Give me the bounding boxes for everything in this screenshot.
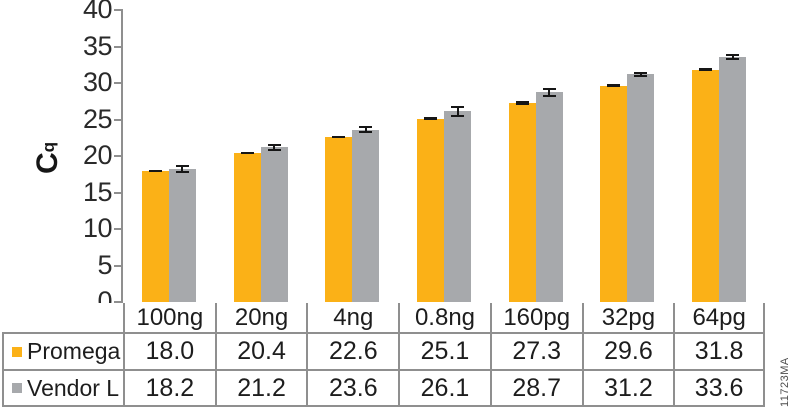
y-tick-mark-15 — [114, 191, 121, 194]
y-tick-label-5: 5 — [97, 249, 112, 280]
data-table: 100ng 20ng 4ng 0.8ng 160pg 32pg 64pg Promega 18.… — [2, 303, 765, 407]
column-header-0.8ng: 0.8ng — [398, 303, 490, 332]
value-cell-vendor-l-20ng: 21.2 — [214, 369, 307, 407]
bar-promega-100ng — [141, 170, 169, 302]
y-tick-mark-20 — [114, 155, 121, 157]
error-bar-promega-20ng — [240, 151, 254, 155]
bar-promega-32pg — [600, 85, 628, 302]
error-bar-vendor-l-0.8ng — [451, 106, 464, 117]
error-bar-promega-32pg — [607, 84, 621, 88]
y-tick-mark-40 — [114, 9, 121, 11]
value-cell-promega-0.8ng: 25.1 — [398, 332, 490, 369]
bar-vendor-l-100ng — [168, 169, 196, 302]
bar-vendor-l-64pg — [719, 56, 747, 302]
value-cell-promega-160pg: 27.3 — [489, 332, 582, 369]
value-cell-promega-4ng: 22.6 — [306, 332, 399, 369]
column-header-32pg: 32pg — [581, 303, 674, 332]
bar-vendor-l-32pg — [627, 74, 655, 302]
series-name: Promega — [27, 338, 121, 364]
bar-promega-0.8ng — [417, 118, 444, 302]
error-bar-promega-64pg — [699, 68, 713, 72]
column-header-160pg: 160pg — [489, 303, 582, 332]
bar-vendor-l-0.8ng — [444, 111, 471, 302]
bar-promega-20ng — [233, 153, 261, 302]
value-cell-vendor-l-32pg: 31.2 — [581, 369, 674, 407]
value-cell-vendor-l-100ng: 18.2 — [123, 369, 215, 407]
value-cell-promega-100ng: 18.0 — [123, 332, 215, 369]
y-tick-mark-35 — [114, 45, 121, 48]
column-header-64pg: 64pg — [673, 303, 765, 332]
y-axis-line — [121, 9, 123, 304]
figure-id-label: 11723MA — [779, 357, 791, 407]
legend-swatch-vendor-l — [12, 383, 22, 393]
column-header-20ng: 20ng — [214, 303, 307, 332]
y-tick-mark-30 — [114, 82, 121, 84]
error-bar-promega-100ng — [148, 169, 162, 172]
y-tick-label-35: 35 — [82, 30, 113, 61]
column-header-100ng: 100ng — [123, 303, 215, 332]
value-cell-promega-64pg: 31.8 — [673, 332, 765, 369]
value-cell-vendor-l-4ng: 23.6 — [306, 369, 399, 407]
y-tick-label-15: 15 — [82, 176, 113, 207]
bar-promega-160pg — [508, 102, 536, 302]
error-bar-vendor-l-32pg — [634, 71, 648, 77]
y-tick-label-20: 20 — [82, 139, 113, 170]
y-tick-mark-5 — [114, 264, 121, 267]
bar-promega-4ng — [325, 137, 353, 302]
error-bar-promega-0.8ng — [424, 117, 437, 121]
value-cell-vendor-l-160pg: 28.7 — [489, 369, 582, 407]
value-cell-vendor-l-0.8ng: 26.1 — [398, 369, 490, 407]
error-bar-vendor-l-4ng — [359, 126, 373, 134]
error-bar-vendor-l-20ng — [267, 143, 281, 151]
series-name: Vendor L — [27, 374, 120, 401]
legend-swatch-promega — [12, 346, 22, 357]
y-tick-label-10: 10 — [82, 212, 113, 243]
column-header-4ng: 4ng — [306, 303, 399, 332]
error-bar-vendor-l-160pg — [542, 88, 556, 97]
y-tick-mark-25 — [114, 118, 121, 121]
bar-vendor-l-160pg — [535, 92, 563, 302]
bar-vendor-l-4ng — [352, 129, 380, 302]
y-tick-label-40: 40 — [82, 0, 113, 24]
legend-label-vendor-l: Vendor L — [2, 369, 123, 407]
table-corner-cell — [2, 303, 123, 332]
legend-label-promega: Promega — [2, 332, 123, 369]
y-tick-label-30: 30 — [82, 66, 113, 97]
y-tick-mark-0 — [114, 301, 121, 303]
bar-vendor-l-20ng — [260, 147, 288, 302]
bar-promega-64pg — [692, 69, 720, 302]
value-cell-vendor-l-64pg: 33.6 — [673, 369, 765, 407]
error-bar-vendor-l-64pg — [726, 53, 740, 60]
error-bar-promega-4ng — [332, 135, 346, 139]
value-cell-promega-20ng: 20.4 — [214, 332, 307, 369]
error-bar-vendor-l-100ng — [175, 165, 189, 173]
value-cell-promega-32pg: 29.6 — [581, 332, 674, 369]
y-tick-label-25: 25 — [82, 103, 113, 134]
y-tick-mark-10 — [114, 228, 121, 230]
error-bar-promega-160pg — [515, 100, 529, 105]
